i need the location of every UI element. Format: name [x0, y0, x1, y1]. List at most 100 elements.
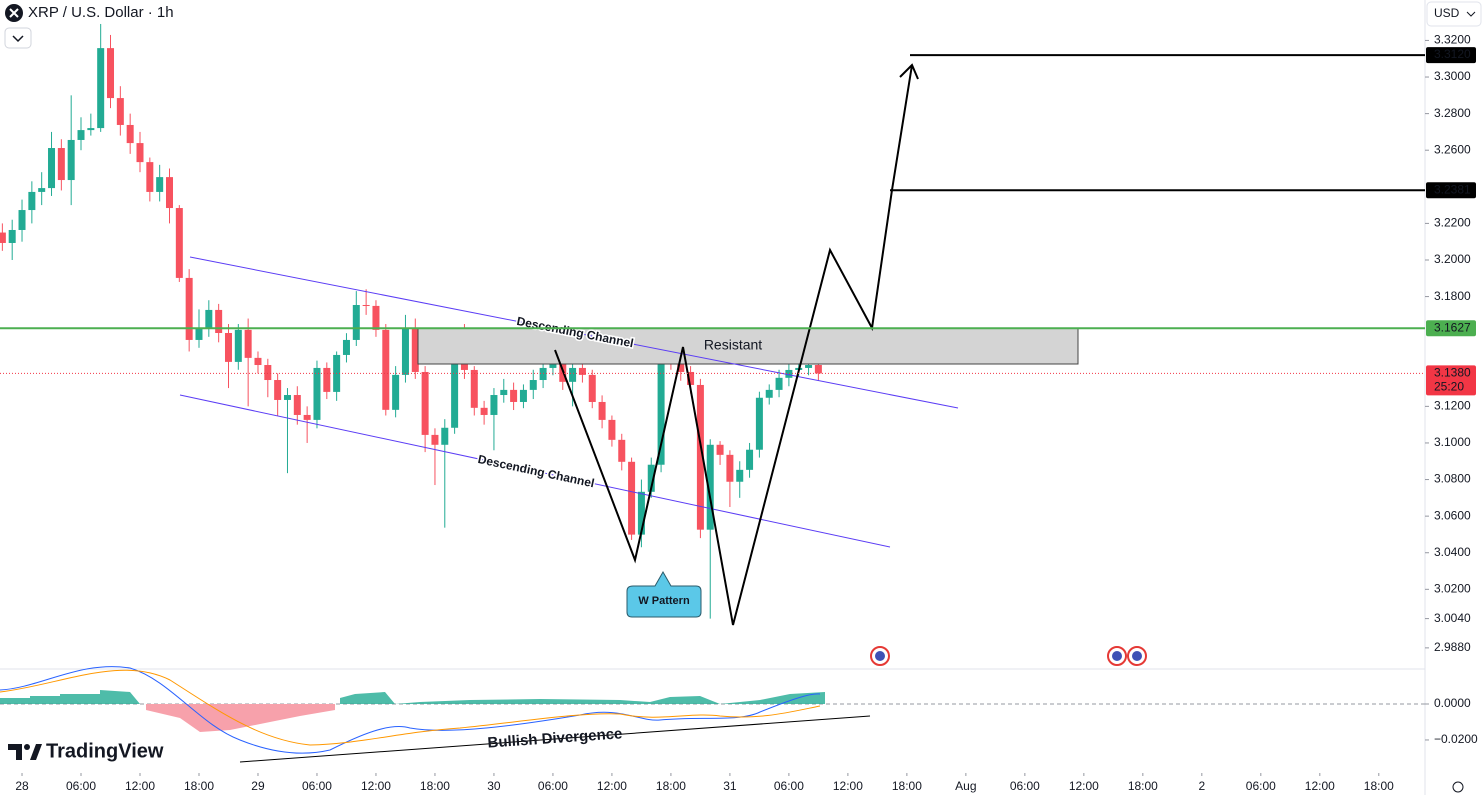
event-icons — [870, 646, 1147, 666]
x-tick-label: 2 — [1198, 779, 1205, 793]
callout-label: W Pattern — [638, 595, 690, 607]
candle-body — [647, 464, 655, 492]
channel-upper — [189, 256, 959, 409]
macd-pane — [0, 666, 1425, 763]
x-tick-label: 12:00 — [1305, 779, 1335, 793]
candle-body — [736, 469, 744, 482]
currency-button[interactable] — [1426, 1, 1482, 27]
candle-body — [126, 124, 134, 144]
projection-path — [554, 64, 913, 626]
divergence-label: Bullish Divergence — [487, 725, 623, 751]
candle-body — [352, 305, 360, 340]
x-tick-label: 29 — [251, 779, 265, 793]
y-tick-label: 3.1200 — [1434, 399, 1471, 413]
candle-body — [687, 371, 695, 385]
x-tick-label: 18:00 — [892, 779, 922, 793]
candle-body — [146, 162, 154, 192]
candle-body — [421, 371, 429, 435]
candle-body — [136, 143, 144, 163]
candle-body — [775, 377, 783, 390]
logo — [8, 744, 42, 760]
current-price-tag — [1426, 365, 1476, 396]
y-tick-label: 3.0800 — [1434, 472, 1471, 486]
level-tag — [1426, 47, 1476, 64]
y-tick-label: 3.2800 — [1434, 106, 1471, 120]
chevron — [1466, 11, 1476, 17]
settings-icon[interactable] — [1452, 781, 1464, 793]
candle-body — [441, 427, 449, 445]
candle-body — [0, 232, 6, 243]
y-tick-label: 3.0040 — [1434, 611, 1471, 625]
brand: TradingView — [46, 740, 164, 762]
y-tick-label: 3.2600 — [1434, 142, 1471, 156]
resistance-zone — [417, 327, 1079, 365]
candle-body — [185, 277, 193, 340]
callout — [626, 570, 702, 618]
x-tick-label: 18:00 — [1128, 779, 1158, 793]
candle-body — [28, 191, 36, 211]
currency: USD — [1434, 6, 1460, 20]
level-tag — [1426, 320, 1476, 337]
candle-body — [165, 177, 173, 209]
candle-body — [588, 374, 596, 402]
candle-body — [755, 397, 763, 450]
y-tick-label: 3.2200 — [1434, 216, 1471, 230]
candle-body — [785, 369, 793, 378]
candle-body — [814, 365, 822, 374]
x-tick-label: 30 — [487, 779, 501, 793]
countdown: 25:20 — [1434, 380, 1464, 394]
candle-body — [57, 148, 65, 181]
y-tick-label: 3.1000 — [1434, 435, 1471, 449]
candle-body — [87, 128, 95, 131]
x-tick-label: 18:00 — [420, 779, 450, 793]
channel-label: Descending Channel — [477, 452, 596, 490]
candle-body — [470, 369, 478, 408]
candle-body — [116, 98, 124, 125]
candle-body — [529, 380, 537, 390]
candle-body — [156, 177, 164, 192]
current-price-label: 3.1380 — [1434, 366, 1471, 380]
candle-body — [716, 444, 724, 455]
collapse-button[interactable] — [4, 27, 32, 49]
x-tick-label: 06:00 — [66, 779, 96, 793]
candle-body — [8, 229, 16, 243]
macd-tick-label: −0.0200 — [1434, 732, 1478, 746]
candle-body — [608, 419, 616, 440]
candle-body — [97, 48, 105, 129]
x-tick-label: 18:00 — [656, 779, 686, 793]
candle-body — [451, 351, 459, 428]
candle-body — [765, 389, 773, 398]
level-label: 3.3120 — [1434, 47, 1471, 61]
x-tick-label: 12:00 — [833, 779, 863, 793]
y-tick-label: 3.0200 — [1434, 581, 1471, 595]
y-tick-label: 2.9880 — [1434, 640, 1471, 654]
candle-body — [107, 48, 115, 99]
candle-body — [303, 414, 311, 420]
candle-body — [618, 439, 626, 462]
candle-body — [18, 210, 26, 230]
candle-body — [805, 365, 813, 368]
x-tick-label: 12:00 — [361, 779, 391, 793]
candle-body — [539, 367, 547, 381]
x-tick-label: 06:00 — [1246, 779, 1276, 793]
y-tick-label: 3.3200 — [1434, 33, 1471, 47]
x-tick-label: Aug — [955, 779, 976, 793]
candle-body — [313, 367, 321, 420]
y-tick-label: 3.0600 — [1434, 508, 1471, 522]
candle-body — [500, 389, 508, 396]
candle-body — [293, 395, 301, 415]
x-tick-label: 12:00 — [597, 779, 627, 793]
y-tick-label: 3.3000 — [1434, 69, 1471, 83]
y-tick-label: 3.1800 — [1434, 289, 1471, 303]
candle-body — [519, 389, 527, 402]
candle-body — [342, 339, 350, 355]
candle-body — [67, 139, 75, 181]
candle-body — [480, 407, 488, 415]
chevron — [12, 35, 24, 43]
candle-body — [244, 329, 252, 358]
y-tick-label: 3.0400 — [1434, 545, 1471, 559]
candle-body — [264, 365, 272, 381]
x-tick-label: 06:00 — [302, 779, 332, 793]
